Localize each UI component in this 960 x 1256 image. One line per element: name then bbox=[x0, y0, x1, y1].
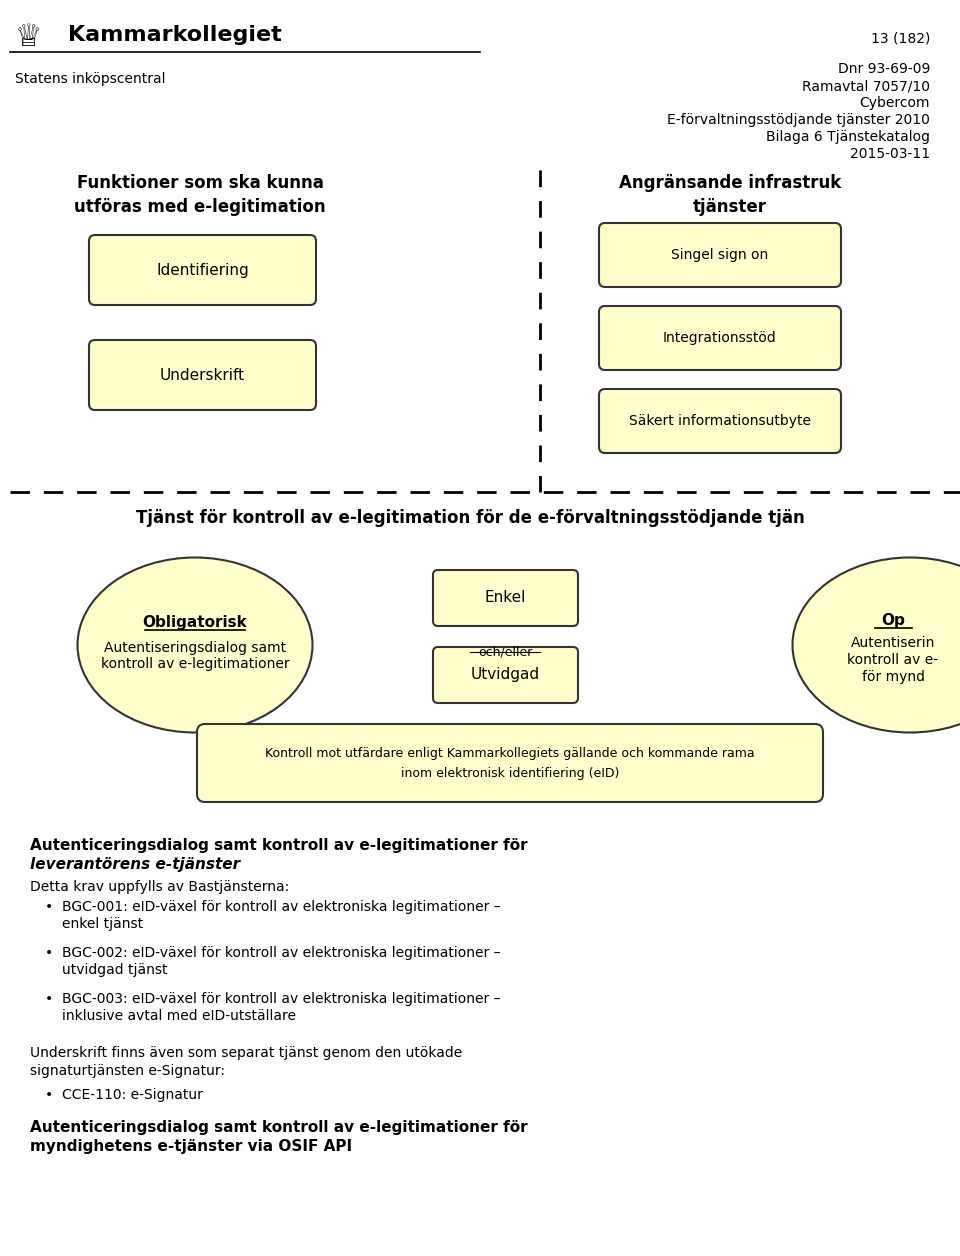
Text: Utvidgad: Utvidgad bbox=[470, 667, 540, 682]
Text: Op: Op bbox=[881, 613, 905, 628]
Text: Singel sign on: Singel sign on bbox=[671, 247, 769, 263]
Text: 13 (182): 13 (182) bbox=[871, 31, 930, 45]
Ellipse shape bbox=[793, 558, 960, 732]
Text: 2015-03-11: 2015-03-11 bbox=[850, 147, 930, 161]
FancyBboxPatch shape bbox=[197, 723, 823, 803]
Text: Identifiering: Identifiering bbox=[156, 263, 249, 278]
Text: Underskrift: Underskrift bbox=[160, 368, 245, 383]
Text: Underskrift finns även som separat tjänst genom den utökade: Underskrift finns även som separat tjäns… bbox=[30, 1046, 463, 1060]
Text: •  BGC-002: eID-växel för kontroll av elektroniska legitimationer –: • BGC-002: eID-växel för kontroll av ele… bbox=[45, 946, 500, 960]
Text: utvidgad tjänst: utvidgad tjänst bbox=[62, 963, 167, 977]
FancyBboxPatch shape bbox=[599, 306, 841, 371]
Text: ♕: ♕ bbox=[15, 24, 42, 53]
Text: Autenticeringsdialog samt kontroll av e-legitimationer för: Autenticeringsdialog samt kontroll av e-… bbox=[30, 1120, 528, 1135]
Text: inom elektronisk identifiering (eID): inom elektronisk identifiering (eID) bbox=[401, 766, 619, 780]
Text: Bilaga 6 Tjänstekatalog: Bilaga 6 Tjänstekatalog bbox=[766, 131, 930, 144]
Text: myndighetens e-tjänster via OSIF API: myndighetens e-tjänster via OSIF API bbox=[30, 1139, 352, 1154]
Text: Säkert informationsutbyte: Säkert informationsutbyte bbox=[629, 414, 811, 428]
Text: kontroll av e-legitimationer: kontroll av e-legitimationer bbox=[101, 657, 289, 671]
Text: Statens inköpscentral: Statens inköpscentral bbox=[15, 72, 165, 85]
Text: för mynd: för mynd bbox=[861, 669, 924, 685]
Text: Dnr 93-69-09: Dnr 93-69-09 bbox=[838, 62, 930, 77]
Text: Obligatorisk: Obligatorisk bbox=[143, 614, 248, 629]
Text: Kammarkollegiet: Kammarkollegiet bbox=[68, 25, 281, 45]
Text: inklusive avtal med eID-utställare: inklusive avtal med eID-utställare bbox=[62, 1009, 296, 1022]
Text: •  CCE-110: e-Signatur: • CCE-110: e-Signatur bbox=[45, 1088, 203, 1102]
Text: E-förvaltningsstödjande tjänster 2010: E-förvaltningsstödjande tjänster 2010 bbox=[667, 113, 930, 127]
Text: och/eller: och/eller bbox=[478, 646, 532, 658]
Text: Angränsande infrastruk
tjänster: Angränsande infrastruk tjänster bbox=[619, 175, 841, 216]
Text: Integrationsstöd: Integrationsstöd bbox=[663, 332, 777, 345]
Text: kontroll av e-: kontroll av e- bbox=[848, 653, 939, 667]
FancyBboxPatch shape bbox=[89, 340, 316, 409]
Text: •  BGC-003: eID-växel för kontroll av elektroniska legitimationer –: • BGC-003: eID-växel för kontroll av ele… bbox=[45, 992, 500, 1006]
Text: Autentiseringsdialog samt: Autentiseringsdialog samt bbox=[104, 641, 286, 654]
Text: signaturtjänsten e-Signatur:: signaturtjänsten e-Signatur: bbox=[30, 1064, 225, 1078]
Text: Cybercom: Cybercom bbox=[859, 95, 930, 111]
FancyBboxPatch shape bbox=[433, 570, 578, 625]
FancyBboxPatch shape bbox=[599, 389, 841, 453]
Text: Autentiserin: Autentiserin bbox=[851, 636, 935, 651]
Text: Ramavtal 7057/10: Ramavtal 7057/10 bbox=[802, 79, 930, 93]
FancyBboxPatch shape bbox=[89, 235, 316, 305]
Text: Kontroll mot utfärdare enligt Kammarkollegiets gällande och kommande rama: Kontroll mot utfärdare enligt Kammarkoll… bbox=[265, 746, 755, 760]
Text: leverantörens e-tjänster: leverantörens e-tjänster bbox=[30, 857, 240, 872]
Ellipse shape bbox=[78, 558, 313, 732]
FancyBboxPatch shape bbox=[433, 647, 578, 703]
Text: enkel tjänst: enkel tjänst bbox=[62, 917, 143, 931]
Text: •  BGC-001: eID-växel för kontroll av elektroniska legitimationer –: • BGC-001: eID-växel för kontroll av ele… bbox=[45, 901, 500, 914]
Text: Autenticeringsdialog samt kontroll av e-legitimationer för: Autenticeringsdialog samt kontroll av e-… bbox=[30, 838, 528, 853]
Text: Funktioner som ska kunna
utföras med e-legitimation: Funktioner som ska kunna utföras med e-l… bbox=[74, 175, 325, 216]
Text: Detta krav uppfylls av Bastjänsterna:: Detta krav uppfylls av Bastjänsterna: bbox=[30, 880, 289, 894]
FancyBboxPatch shape bbox=[599, 224, 841, 288]
Text: Enkel: Enkel bbox=[484, 590, 526, 605]
Text: Tjänst för kontroll av e-legitimation för de e-förvaltningsstödjande tjän: Tjänst för kontroll av e-legitimation fö… bbox=[135, 509, 804, 528]
